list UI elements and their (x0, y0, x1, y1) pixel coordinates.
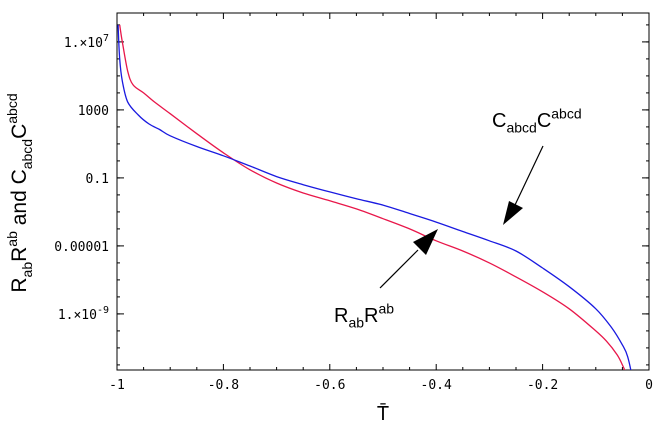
y-tick-labels: 1.×107 1000 0.1 0.00001 1.×10-9 (54, 33, 109, 323)
x-tick-label: -0.4 (421, 378, 452, 393)
y-tick-label: 1.×107 (64, 33, 109, 51)
axis-ticks (116, 13, 650, 370)
annotation-arrow-c (503, 145, 544, 225)
series-c-curve (117, 24, 632, 370)
y-tick-label: 0.1 (86, 172, 109, 187)
y-tick-label: 1.×10-9 (58, 305, 109, 323)
series-r-curve (119, 24, 626, 370)
series-layer (117, 24, 632, 370)
x-axis-title: T̄ (377, 402, 389, 425)
x-tick-label: -0.6 (314, 378, 345, 393)
annotation-c-invariant: CabcdCabcd (492, 106, 582, 136)
x-tick-label: 0 (645, 378, 653, 393)
annotation-r-invariant: RabRab (334, 301, 394, 331)
x-tick-labels: -1 -0.8 -0.6 -0.4 -0.2 0 (109, 378, 653, 393)
y-axis-title: RabRab and CabcdCabcd (4, 93, 35, 292)
x-tick-label: -0.8 (208, 378, 239, 393)
x-tick-label: -0.2 (527, 378, 558, 393)
y-tick-label: 1000 (78, 104, 109, 119)
y-tick-label: 0.00001 (54, 240, 109, 255)
x-tick-label: -1 (109, 378, 125, 393)
annotation-arrow-r (379, 229, 438, 289)
